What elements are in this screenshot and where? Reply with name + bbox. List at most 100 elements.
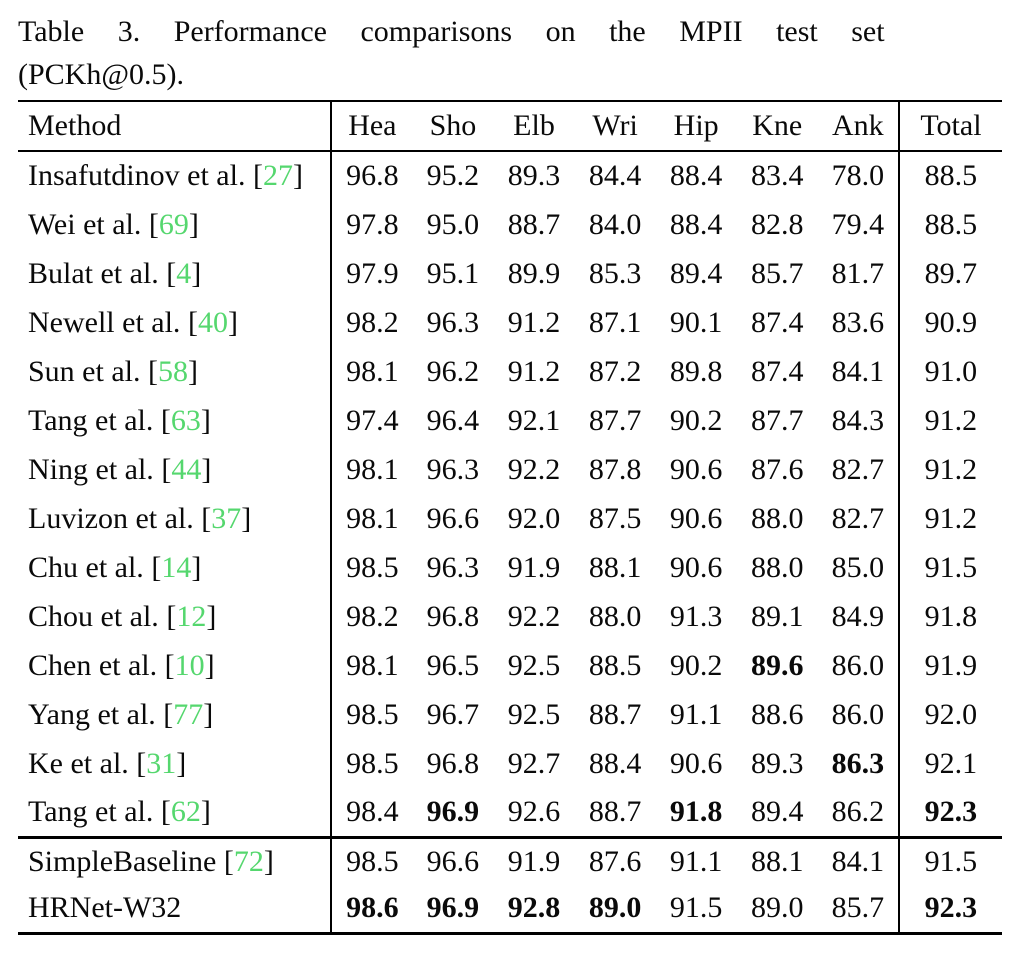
table-row: Insafutdinov et al. [27] 96.8 95.2 89.3 84.4… <box>18 151 1002 200</box>
metric-cell-ank: 84.9 <box>831 599 885 633</box>
citation-link[interactable]: 37 <box>211 501 242 535</box>
citation-link[interactable]: 12 <box>176 599 207 633</box>
metric-cell-ank: 86.0 <box>831 648 885 682</box>
column-header-hip: Hip <box>673 109 719 142</box>
metric-cell-ank: 82.7 <box>831 501 885 535</box>
metric-cell-total: 91.0 <box>897 347 1002 396</box>
metric-cell-total: 92.3 <box>897 788 1002 837</box>
table-row: Newell et al. [40] 98.2 96.3 91.2 87.1 90.1 87… <box>18 298 1002 347</box>
column-header-method: Method <box>18 101 333 151</box>
metric-cell-elb: 92.2 <box>507 452 561 486</box>
citation-bracket: ] <box>201 452 212 486</box>
citation-link[interactable]: 69 <box>158 207 189 241</box>
metric-cell-kne: 89.1 <box>750 599 804 633</box>
metric-cell-sho: 96.9 <box>426 794 480 828</box>
metric-cell-sho: 95.2 <box>426 159 480 192</box>
metric-cell-hip: 90.2 <box>669 403 723 437</box>
table-caption: Table 3. Performance comparisons on the … <box>18 10 992 96</box>
citation-link[interactable]: 63 <box>170 403 201 437</box>
method-name: Ning et al. <box>28 452 154 486</box>
table-row: Luvizon et al. [37] 98.1 96.6 92.0 87.5 90.6 8… <box>18 494 1002 543</box>
metric-cell-kne: 87.6 <box>750 452 804 486</box>
metric-cell-ank: 78.0 <box>831 159 885 192</box>
table-row: Ning et al. [44] 98.1 96.3 92.2 87.8 90.6 87.6… <box>18 445 1002 494</box>
metric-cell-total: 91.2 <box>897 445 1002 494</box>
metric-cell-hea: 98.1 <box>346 452 399 486</box>
citation-link[interactable]: 27 <box>262 159 293 192</box>
header-row: Method Hea Sho Elb Wri Hip Kne Ank Total <box>18 101 1002 151</box>
metric-cell-elb: 92.1 <box>507 403 561 437</box>
metric-cell-wri: 87.6 <box>588 844 642 878</box>
citation-bracket: ] <box>188 354 198 388</box>
metric-cell-hea: 98.1 <box>346 354 399 388</box>
metric-cell-elb: 91.9 <box>507 550 561 584</box>
method-name: HRNet-W32 <box>28 891 182 925</box>
table-row: Chu et al. [14] 98.5 96.3 91.9 88.1 90.6 88.0 8… <box>18 543 1002 592</box>
metric-cell-hea: 97.4 <box>346 403 399 437</box>
citation-link[interactable]: 58 <box>158 354 188 388</box>
citation-link[interactable]: 44 <box>171 452 202 486</box>
citation-link[interactable]: 4 <box>176 256 192 290</box>
method-name: Insafutdinov et al. <box>28 159 246 192</box>
metric-cell-total: 91.8 <box>897 592 1002 641</box>
citation-link[interactable]: 72 <box>233 844 264 878</box>
column-header-sho: Sho <box>429 109 477 142</box>
metric-cell-ank: 83.6 <box>831 305 885 339</box>
metric-cell-elb: 91.2 <box>507 354 561 388</box>
citation-link[interactable]: 77 <box>173 697 204 731</box>
metric-cell-hea: 97.9 <box>346 256 399 290</box>
metric-cell-ank: 86.0 <box>831 697 885 731</box>
citation-bracket: ] <box>241 501 252 535</box>
metric-cell-sho: 96.3 <box>426 550 480 584</box>
citation-bracket: ] <box>200 794 211 828</box>
metric-cell-ank: 85.0 <box>831 550 885 584</box>
method-cell: Sun et al. [58] <box>18 347 333 396</box>
metric-cell-kne: 89.4 <box>750 794 804 828</box>
metric-cell-hea: 98.5 <box>346 746 399 780</box>
metric-cell-sho: 96.7 <box>426 697 480 731</box>
metric-cell-hip: 90.6 <box>669 501 723 535</box>
metric-cell-sho: 96.4 <box>426 403 480 437</box>
table-row: Sun et al. [58] 98.1 96.2 91.2 87.2 89.8 87.4 8… <box>18 347 1002 396</box>
method-name: Chu et al. <box>28 550 144 584</box>
metric-cell-hea: 98.5 <box>346 697 399 731</box>
metric-cell-hea: 98.4 <box>346 794 399 828</box>
metric-cell-total: 91.2 <box>897 396 1002 445</box>
method-name: Wei et al. <box>28 207 142 241</box>
citation-link[interactable]: 31 <box>146 746 177 780</box>
citation-link[interactable]: 10 <box>174 648 205 682</box>
metric-cell-hea: 98.2 <box>346 305 399 339</box>
citation-bracket: ] <box>263 844 274 878</box>
citation-bracket: [ <box>158 599 177 633</box>
citation-bracket: [ <box>140 354 158 388</box>
metric-cell-hip: 90.1 <box>669 305 723 339</box>
metric-cell-ank: 85.7 <box>831 891 885 925</box>
citation-bracket: [ <box>245 159 263 192</box>
method-cell: Ke et al. [31] <box>18 739 333 788</box>
method-cell: Bulat et al. [4] <box>18 249 333 298</box>
metric-cell-ank: 86.3 <box>831 746 885 780</box>
metric-cell-sho: 96.5 <box>426 648 480 682</box>
table-header: Method Hea Sho Elb Wri Hip Kne Ank Total <box>18 101 1002 151</box>
column-header-kne: Kne <box>752 109 803 142</box>
citation-bracket: ] <box>176 746 187 780</box>
citation-bracket: ] <box>292 159 303 192</box>
method-cell: Insafutdinov et al. [27] <box>18 151 333 200</box>
metric-cell-ank: 82.7 <box>831 452 885 486</box>
metric-cell-elb: 89.3 <box>507 159 561 192</box>
metric-cell-elb: 91.2 <box>507 305 561 339</box>
table-row: Yang et al. [77] 98.5 96.7 92.5 88.7 91.1 88.6… <box>18 690 1002 739</box>
column-header-hea: Hea <box>348 109 397 142</box>
citation-link[interactable]: 62 <box>170 794 201 828</box>
method-cell: Tang et al. [62] <box>18 788 333 837</box>
citation-link[interactable]: 14 <box>161 550 192 584</box>
table-caption-line1: Table 3. Performance comparisons on the … <box>18 15 885 48</box>
results-table: Method Hea Sho Elb Wri Hip Kne Ank Total Insafut… <box>18 100 1002 935</box>
metric-cell-kne: 88.0 <box>750 550 804 584</box>
metric-cell-total: 92.1 <box>897 739 1002 788</box>
metric-cell-wri: 88.4 <box>588 746 642 780</box>
metric-cell-wri: 84.0 <box>588 207 642 241</box>
method-name: Chen et al. <box>28 648 158 682</box>
citation-link[interactable]: 40 <box>197 305 228 339</box>
metric-cell-ank: 84.1 <box>831 354 885 388</box>
